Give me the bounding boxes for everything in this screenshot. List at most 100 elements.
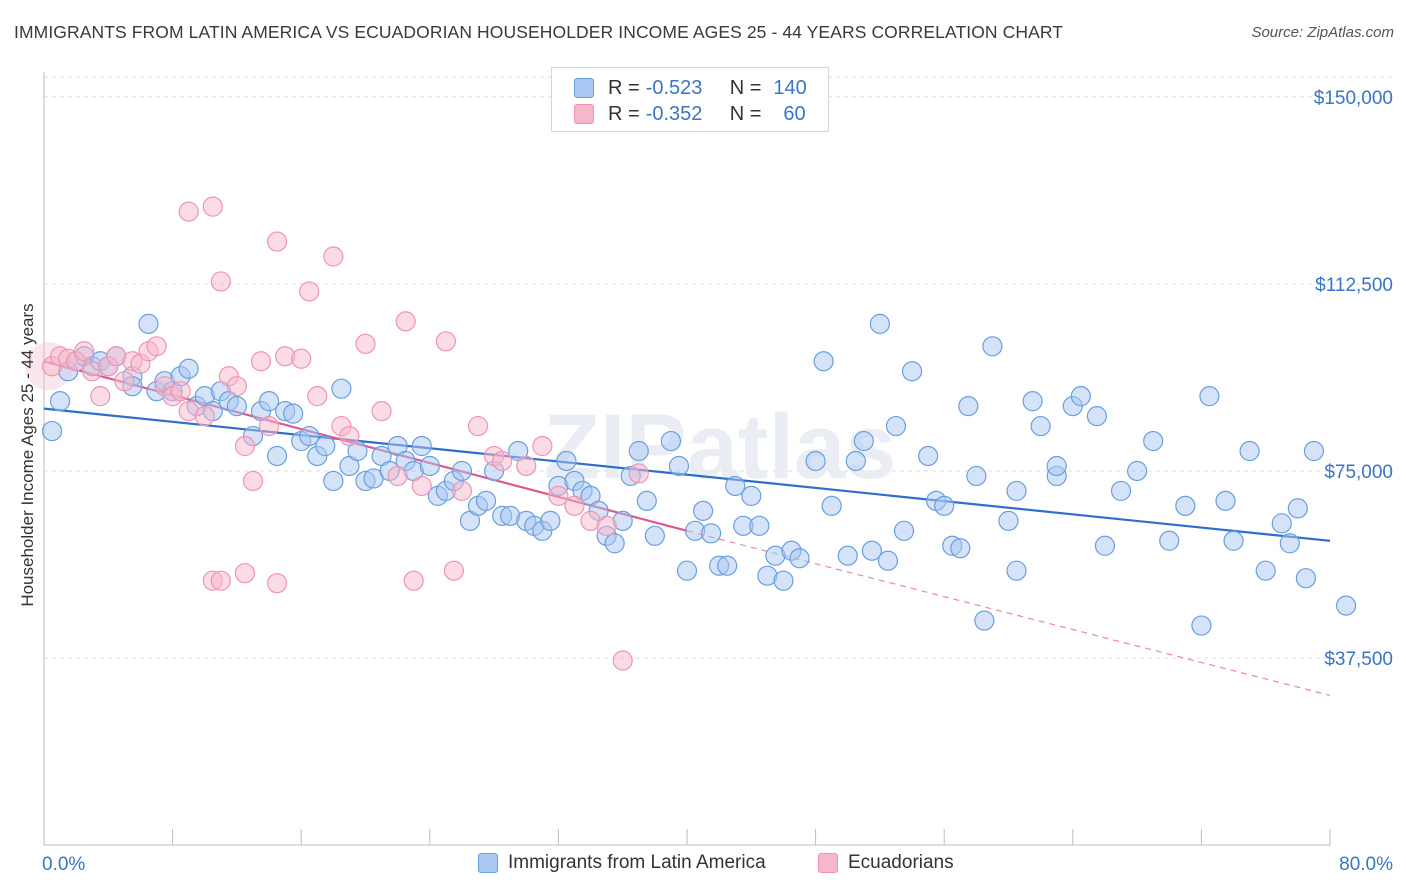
legend-swatch-blue — [478, 853, 498, 873]
point-immigrants — [41, 420, 63, 442]
point-immigrants — [636, 490, 657, 511]
y-axis-label: Householder Income Ages 25 - 44 years — [18, 303, 37, 606]
point-immigrants — [283, 403, 304, 424]
legend-item-immigrants[interactable]: Immigrants from Latin America — [478, 852, 766, 874]
point-ecuadorians — [516, 455, 537, 477]
point-ecuadorians — [307, 386, 328, 407]
point-immigrants — [885, 415, 907, 437]
point-ecuadorians — [371, 401, 392, 422]
point-immigrants — [717, 555, 738, 576]
point-immigrants — [1175, 495, 1196, 516]
point-ecuadorians — [146, 336, 167, 357]
point-ecuadorians — [451, 480, 473, 502]
stats-legend: R = -0.523 N = 140 R = -0.352 N = 60 — [551, 67, 829, 132]
point-ecuadorians — [387, 465, 408, 487]
point-ecuadorians — [234, 563, 256, 584]
point-immigrants — [982, 336, 1003, 357]
point-immigrants — [950, 538, 971, 559]
point-immigrants — [1006, 560, 1027, 581]
y-tick-label: $75,000 — [1324, 462, 1393, 483]
point-immigrants — [1110, 480, 1132, 502]
point-immigrants — [540, 510, 561, 531]
point-immigrants — [869, 313, 891, 334]
point-immigrants — [1086, 406, 1108, 427]
point-ecuadorians — [210, 271, 231, 292]
point-immigrants — [138, 313, 159, 334]
point-immigrants — [1287, 498, 1308, 519]
point-immigrants — [451, 460, 473, 482]
source-label: Source: ZipAtlas.com — [1251, 24, 1394, 41]
point-immigrants — [701, 523, 722, 544]
legend-n-value: 60 — [783, 102, 806, 125]
point-ecuadorians — [226, 376, 247, 397]
point-immigrants — [1279, 533, 1300, 554]
point-ecuadorians — [443, 560, 465, 581]
y-tick-label: $37,500 — [1324, 649, 1393, 670]
point-immigrants — [604, 533, 625, 554]
point-ecuadorians — [299, 281, 320, 302]
point-immigrants — [1030, 415, 1051, 437]
point-immigrants — [974, 610, 995, 631]
legend-n-label: N = — [729, 76, 762, 99]
point-immigrants — [773, 570, 794, 591]
legend-r-label: R = — [608, 76, 640, 99]
series-legend: Immigrants from Latin America Ecuadorian… — [0, 852, 1406, 878]
point-immigrants — [789, 548, 810, 569]
point-ecuadorians — [435, 331, 456, 352]
point-immigrants — [411, 435, 432, 457]
point-immigrants — [1070, 386, 1091, 407]
point-ecuadorians — [234, 435, 256, 457]
legend-row-ecuadorians: R = -0.352 N = 60 — [574, 102, 806, 126]
point-ecuadorians — [548, 485, 569, 507]
point-immigrants — [1271, 513, 1292, 534]
point-immigrants — [1335, 595, 1357, 616]
point-immigrants — [1046, 455, 1067, 477]
point-ecuadorians — [266, 573, 288, 594]
point-ecuadorians — [467, 415, 489, 437]
point-immigrants — [556, 450, 577, 472]
point-immigrants — [49, 391, 71, 412]
point-immigrants — [1255, 560, 1276, 581]
point-immigrants — [1215, 490, 1236, 511]
point-ecuadorians — [250, 351, 272, 372]
point-ecuadorians — [395, 311, 416, 332]
axes — [43, 72, 1331, 846]
point-immigrants — [837, 545, 858, 566]
point-immigrants — [966, 465, 987, 487]
point-immigrants — [676, 560, 698, 581]
point-ecuadorians — [339, 425, 360, 447]
legend-item-ecuadorians[interactable]: Ecuadorians — [818, 852, 954, 874]
point-ecuadorians — [114, 371, 135, 392]
legend-n-value: 140 — [773, 76, 807, 99]
legend-label: Immigrants from Latin America — [508, 852, 766, 873]
point-immigrants — [893, 520, 915, 541]
point-immigrants — [725, 475, 746, 497]
point-immigrants — [853, 430, 874, 452]
point-ecuadorians — [411, 475, 432, 497]
point-immigrants — [958, 396, 979, 417]
point-immigrants — [178, 358, 199, 379]
x-tick-label: 80.0% — [1339, 854, 1393, 875]
point-immigrants — [1239, 440, 1260, 462]
point-ecuadorians — [323, 246, 344, 267]
point-ecuadorians — [355, 333, 376, 354]
point-ecuadorians — [178, 201, 199, 222]
point-immigrants — [668, 455, 690, 477]
legend-label: Ecuadorians — [848, 852, 954, 873]
point-immigrants — [299, 425, 320, 447]
point-immigrants — [861, 540, 882, 561]
legend-r-value: -0.523 — [645, 76, 703, 99]
point-immigrants — [1159, 530, 1180, 551]
point-immigrants — [749, 515, 770, 536]
point-immigrants — [1126, 460, 1148, 482]
point-ecuadorians — [258, 415, 280, 437]
point-ecuadorians — [210, 570, 231, 591]
legend-row-immigrants: R = -0.523 N = 140 — [574, 76, 807, 100]
point-immigrants — [934, 495, 955, 516]
point-immigrants — [644, 525, 665, 546]
point-immigrants — [877, 550, 899, 571]
x-tick-label: 0.0% — [42, 854, 85, 875]
point-immigrants — [1295, 568, 1316, 589]
point-immigrants — [323, 470, 344, 492]
